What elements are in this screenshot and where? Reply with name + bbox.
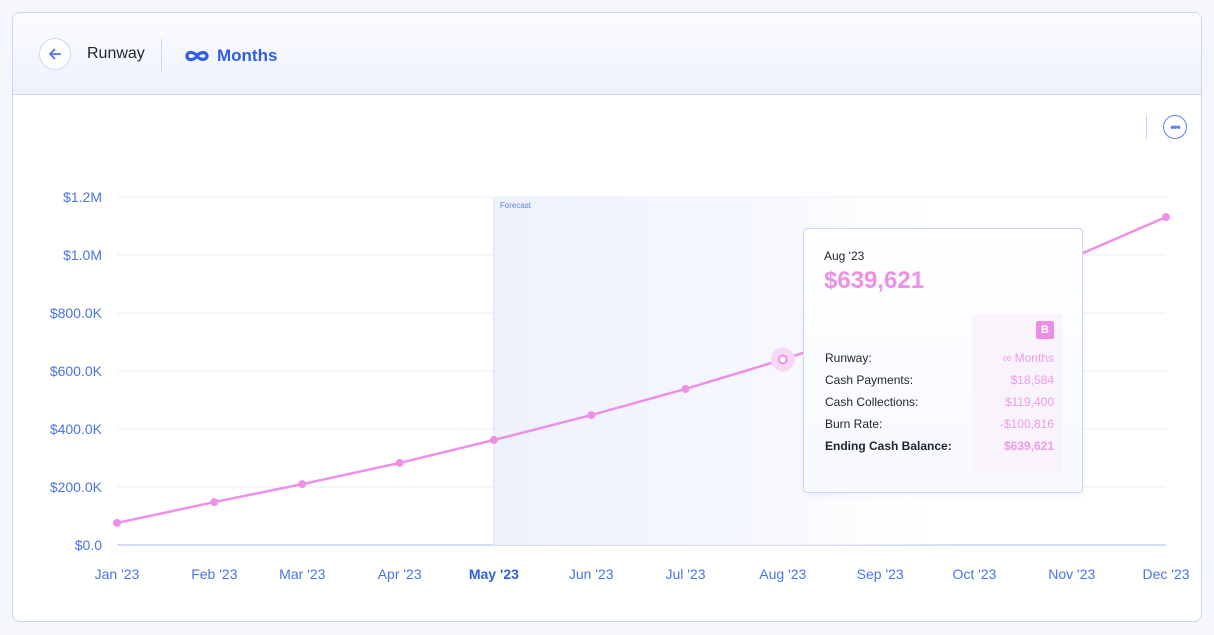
data-point — [210, 498, 219, 507]
infinity-icon — [185, 50, 209, 62]
row-label: Burn Rate: — [825, 417, 883, 431]
card-header: Runway Months — [13, 13, 1201, 95]
back-button[interactable] — [39, 38, 71, 70]
x-tick-label: Jan '23 — [95, 566, 140, 582]
y-tick-label: $1.2M — [63, 189, 102, 205]
runway-metric-value: Months — [217, 46, 278, 65]
tooltip-value: $639,621 — [824, 267, 925, 294]
row-value: $119,400 — [1004, 395, 1054, 409]
data-point-highlighted — [777, 354, 788, 365]
row-label: Cash Collections: — [825, 395, 919, 409]
x-tick-label: Jun '23 — [569, 566, 614, 582]
data-point — [395, 458, 404, 467]
row-label: Cash Payments: — [825, 373, 914, 387]
data-point — [1162, 213, 1170, 222]
tooltip-row-burn-rate: Burn Rate: -$100,816 — [825, 417, 1054, 431]
x-tick-label: Jul '23 — [665, 566, 705, 582]
tooltip-row-cash-collections: Cash Collections: $119,400 — [825, 395, 1054, 409]
y-tick-label: $600.0K — [50, 363, 103, 379]
data-point — [298, 480, 307, 489]
row-value: $18,584 — [1010, 373, 1054, 387]
page-title: Runway — [87, 45, 145, 62]
chart-tooltip: Aug '23 $639,621 B Runway: ∞ Months Cash … — [803, 228, 1083, 493]
data-point — [113, 518, 121, 527]
y-tick-label: $400.0K — [50, 421, 103, 437]
header-divider — [161, 39, 162, 71]
scenario-badge: B — [1036, 321, 1054, 339]
scenario-column — [972, 314, 1062, 472]
x-tick-label: Feb '23 — [191, 566, 237, 582]
row-value: $639,621 — [1003, 439, 1054, 453]
x-tick-label: Nov '23 — [1048, 566, 1095, 582]
tooltip-row-ending-cash-balance: Ending Cash Balance: $639,621 — [825, 439, 1054, 453]
runway-metric: Months — [183, 46, 277, 66]
data-point — [681, 384, 690, 393]
y-tick-label: $200.0K — [50, 479, 103, 495]
data-point — [587, 411, 596, 420]
forecast-label: Forecast — [500, 201, 532, 210]
x-tick-label: Dec '23 — [1142, 566, 1189, 582]
x-tick-label: Aug '23 — [759, 566, 806, 582]
x-tick-label: Sep '23 — [857, 566, 904, 582]
x-tick-label: Mar '23 — [279, 566, 325, 582]
row-value: -$100,816 — [999, 417, 1054, 431]
y-tick-label: $800.0K — [50, 305, 103, 321]
x-tick-label: Oct '23 — [952, 566, 996, 582]
row-label: Runway: — [825, 351, 872, 365]
tooltip-row-runway: Runway: ∞ Months — [825, 351, 1054, 365]
x-tick-label: May '23 — [469, 566, 519, 582]
ellipsis-icon: ••• — [1170, 120, 1181, 134]
x-tick-label: Apr '23 — [378, 566, 422, 582]
more-options-button[interactable]: ••• — [1163, 115, 1187, 139]
data-point — [489, 436, 498, 445]
tooltip-row-cash-payments: Cash Payments: $18,584 — [825, 373, 1054, 387]
toolbar-divider — [1146, 115, 1147, 139]
row-label: Ending Cash Balance: — [825, 439, 952, 453]
row-value: ∞ Months — [1002, 351, 1054, 365]
arrow-left-icon — [49, 48, 61, 60]
tooltip-date: Aug '23 — [824, 249, 865, 263]
y-tick-label: $0.0 — [75, 537, 102, 553]
y-tick-label: $1.0M — [63, 247, 102, 263]
